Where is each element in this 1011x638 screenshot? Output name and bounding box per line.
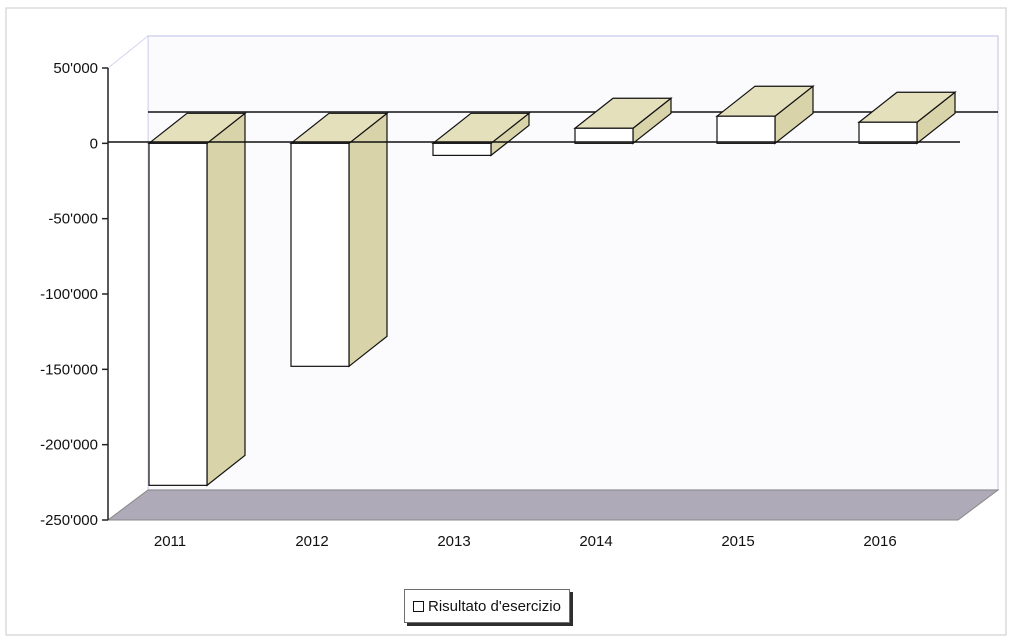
bar-front: [858, 121, 918, 144]
back-wall: [147, 35, 999, 491]
legend-swatch: [413, 600, 424, 612]
bar: [715, 84, 815, 145]
y-axis-ticks: 50'000 0 -50'000 -100'000 -150'000 -200'000 -2…: [40, 60, 108, 529]
y-tick-label: -100'000: [40, 286, 98, 303]
x-tick-label: 2011: [154, 533, 186, 550]
bar-side: [206, 112, 246, 487]
y-tick-label: 0: [90, 135, 98, 152]
bar-front: [148, 142, 208, 486]
legend-label: Risultato d'esercizio: [428, 597, 561, 615]
side-wall: [107, 34, 149, 521]
bar: [289, 112, 389, 368]
bar: [857, 91, 957, 145]
x-tick-label: 2013: [437, 533, 470, 550]
bar-front: [432, 142, 492, 156]
floor: [106, 489, 1000, 521]
bar-front: [716, 115, 776, 144]
bar: [431, 112, 531, 157]
y-tick-label: 50'000: [53, 60, 98, 77]
x-axis-ticks: 2011 2012 2013 2014 2015 2016: [154, 533, 897, 550]
x-tick-label: 2016: [863, 533, 896, 550]
y-tick-label: -250'000: [40, 512, 98, 529]
bar-front: [290, 142, 350, 367]
bars: [147, 84, 957, 487]
bar-side: [348, 112, 388, 368]
x-tick-label: 2015: [721, 533, 754, 550]
legend: Risultato d'esercizio: [404, 589, 570, 623]
bar-front: [574, 127, 634, 144]
x-tick-label: 2012: [295, 533, 328, 550]
y-tick-label: -200'000: [40, 437, 98, 454]
y-tick-label: -50'000: [48, 211, 98, 228]
bar: [147, 112, 247, 487]
x-tick-label: 2014: [579, 533, 612, 550]
bar: [573, 97, 673, 145]
y-tick-label: -150'000: [40, 361, 98, 378]
